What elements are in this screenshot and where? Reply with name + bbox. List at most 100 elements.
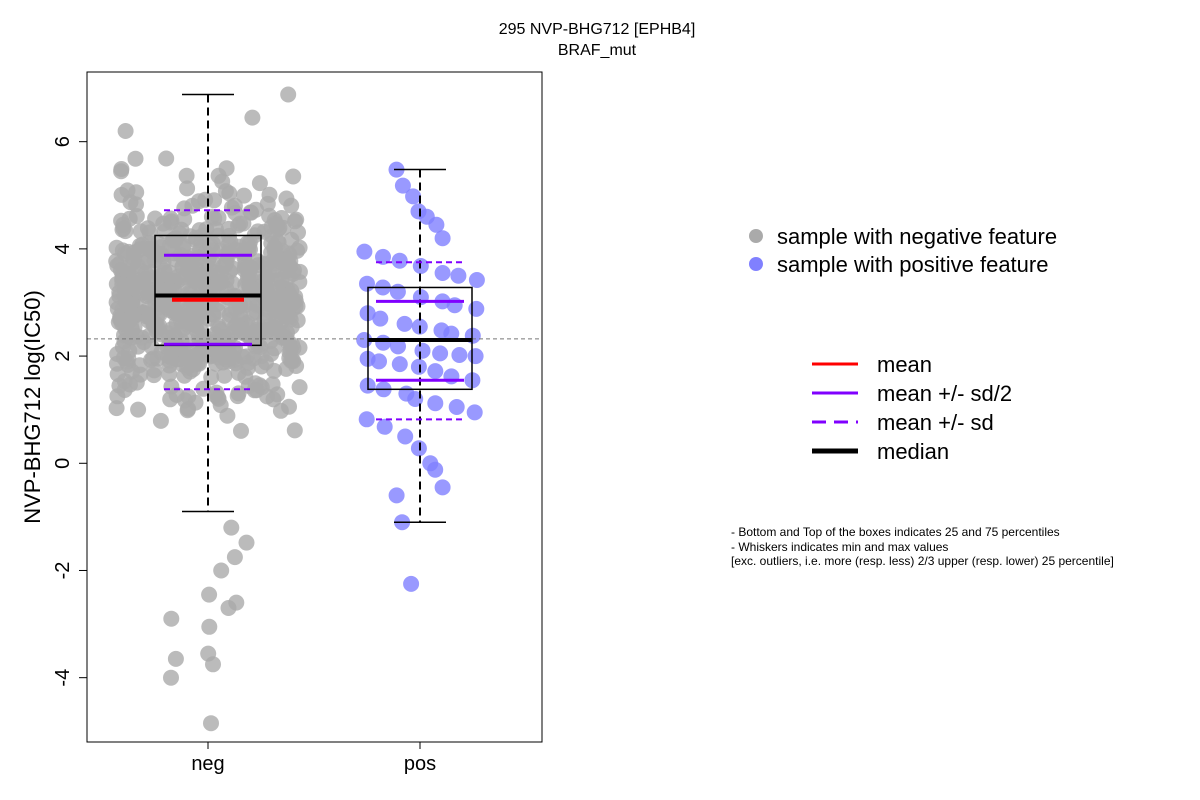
data-point-pos — [414, 342, 431, 359]
data-point-neg — [259, 195, 276, 212]
data-point-neg — [173, 333, 190, 350]
data-point-neg — [216, 367, 233, 384]
data-point-neg — [113, 161, 130, 177]
data-point-pos — [434, 230, 451, 247]
data-point-neg — [180, 317, 197, 334]
data-point-neg — [166, 245, 183, 262]
data-point-neg — [137, 253, 154, 270]
data-point-pos — [446, 297, 463, 314]
data-point-neg — [220, 600, 237, 616]
data-point-neg — [219, 245, 236, 262]
data-point-neg — [192, 241, 208, 258]
legend-mean-label: mean — [877, 352, 932, 377]
data-point-neg — [286, 422, 303, 439]
data-point-neg — [154, 290, 171, 307]
data-point-neg — [250, 253, 266, 270]
y-tick-label: -4 — [52, 669, 74, 687]
data-point-neg — [108, 400, 125, 417]
data-point-neg — [223, 519, 240, 536]
data-point-pos — [427, 461, 444, 478]
data-point-neg — [280, 86, 297, 103]
legend-positive-marker — [749, 257, 763, 271]
data-point-neg — [245, 350, 262, 367]
data-point-neg — [238, 534, 255, 551]
data-point-neg — [156, 223, 173, 240]
data-point-neg — [274, 329, 291, 346]
data-point-neg — [281, 398, 297, 415]
data-point-pos — [434, 265, 451, 281]
data-point-neg — [168, 386, 185, 403]
data-point-pos — [468, 272, 485, 288]
y-tick-label: -2 — [52, 562, 74, 580]
data-point-neg — [213, 562, 230, 579]
data-point-pos — [410, 440, 427, 457]
data-point-neg — [131, 237, 148, 254]
data-point-neg — [167, 650, 184, 667]
data-point-pos — [372, 310, 389, 327]
data-point-pos — [389, 283, 406, 300]
data-point-neg — [291, 379, 308, 396]
data-point-neg — [145, 367, 162, 384]
data-point-pos — [410, 358, 427, 375]
data-point-neg — [251, 175, 268, 192]
data-points — [108, 86, 485, 732]
data-point-neg — [186, 356, 203, 373]
y-tick-label: 6 — [52, 136, 74, 147]
note-line-1: - Bottom and Top of the boxes indicates … — [731, 525, 1060, 539]
line-legend: mean mean +/- sd/2 mean +/- sd median — [812, 352, 1012, 464]
y-tick-label: 0 — [52, 458, 74, 469]
data-point-neg — [125, 306, 142, 323]
data-point-neg — [174, 278, 191, 295]
data-point-pos — [390, 338, 406, 355]
legend-negative-label: sample with negative feature — [777, 224, 1057, 249]
data-point-neg — [205, 656, 221, 673]
data-point-pos — [451, 347, 468, 363]
data-point-neg — [180, 388, 197, 405]
data-point-pos — [405, 188, 422, 205]
data-point-neg — [154, 248, 171, 265]
data-point-neg — [262, 288, 279, 304]
legend-negative-marker — [749, 229, 763, 243]
data-point-pos — [466, 404, 483, 421]
data-point-pos — [450, 267, 467, 284]
data-point-neg — [206, 192, 223, 209]
data-point-neg — [210, 317, 227, 334]
data-point-neg — [163, 343, 180, 360]
data-point-neg — [230, 385, 247, 402]
legend-sd-label: mean +/- sd — [877, 410, 994, 435]
data-point-neg — [152, 412, 169, 429]
data-point-neg — [127, 150, 144, 167]
data-point-neg — [163, 610, 180, 627]
data-point-neg — [109, 366, 126, 383]
x-tick-label-neg: neg — [191, 753, 224, 775]
data-point-pos — [375, 334, 392, 351]
note-line-3: [exc. outliers, i.e. more (resp. less) 2… — [731, 554, 1114, 568]
data-point-neg — [108, 294, 125, 311]
x-tick-label-pos: pos — [404, 753, 436, 775]
data-point-neg — [271, 251, 288, 268]
legend-half-sd-label: mean +/- sd/2 — [877, 381, 1012, 406]
data-point-pos — [358, 411, 375, 428]
data-point-pos — [394, 177, 411, 194]
data-point-pos — [467, 348, 484, 365]
data-point-neg — [179, 402, 196, 419]
data-point-pos — [403, 575, 420, 592]
data-point-neg — [201, 618, 218, 635]
data-point-neg — [240, 266, 257, 283]
data-point-neg — [206, 264, 223, 281]
data-point-neg — [257, 304, 274, 321]
data-point-neg — [114, 276, 131, 293]
data-point-neg — [141, 224, 158, 241]
data-point-neg — [240, 241, 257, 258]
data-point-pos — [391, 356, 408, 373]
data-point-pos — [427, 395, 444, 412]
x-axis: neg pos — [191, 742, 436, 775]
data-point-neg — [147, 210, 164, 227]
data-point-neg — [223, 325, 240, 342]
data-point-pos — [391, 252, 408, 269]
data-point-neg — [203, 715, 219, 732]
data-point-neg — [220, 220, 237, 237]
data-point-neg — [214, 173, 231, 190]
data-point-neg — [210, 209, 227, 226]
